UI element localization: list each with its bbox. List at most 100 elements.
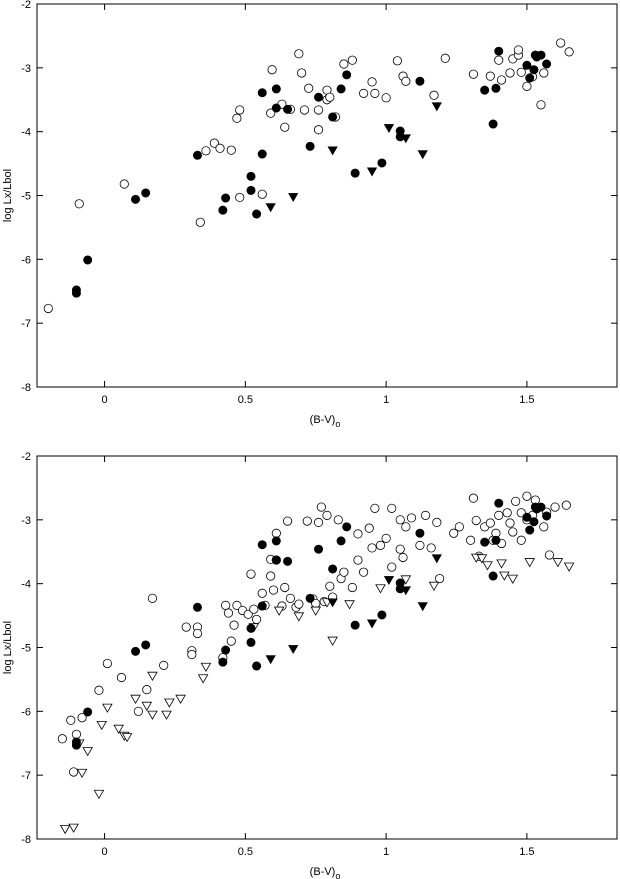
point xyxy=(71,285,81,295)
point xyxy=(192,150,202,160)
point xyxy=(440,53,450,63)
point xyxy=(121,733,133,743)
point xyxy=(516,535,526,545)
point xyxy=(201,146,211,156)
point xyxy=(536,50,546,60)
point xyxy=(74,199,84,209)
point xyxy=(266,571,276,581)
point xyxy=(476,554,488,564)
point xyxy=(529,65,539,75)
point xyxy=(426,543,436,553)
point xyxy=(119,179,129,189)
point xyxy=(43,303,53,314)
point xyxy=(200,662,212,673)
point xyxy=(246,185,256,195)
point xyxy=(218,657,228,667)
point xyxy=(252,661,262,671)
point xyxy=(347,55,357,65)
x-tick-label: 0 xyxy=(102,846,108,858)
point xyxy=(415,528,425,538)
point xyxy=(133,706,143,716)
y-tick-label: -7 xyxy=(21,318,31,330)
point xyxy=(370,503,380,513)
point xyxy=(432,517,442,527)
point xyxy=(387,503,397,513)
point xyxy=(536,502,546,512)
point xyxy=(59,824,71,835)
point xyxy=(367,543,377,553)
point xyxy=(494,46,504,56)
point xyxy=(542,59,552,69)
point xyxy=(327,146,338,156)
point xyxy=(505,518,515,528)
y-tick-label: -4 xyxy=(21,127,31,139)
y-tick-label: -5 xyxy=(21,643,31,655)
point xyxy=(147,593,158,603)
point xyxy=(494,55,504,65)
point xyxy=(395,544,405,554)
point xyxy=(544,550,555,560)
point xyxy=(141,640,151,650)
point xyxy=(271,555,281,565)
point xyxy=(116,672,127,683)
point xyxy=(271,84,281,94)
point xyxy=(542,511,552,521)
point xyxy=(485,518,495,528)
point xyxy=(400,586,411,596)
point xyxy=(94,685,104,695)
point xyxy=(383,576,395,586)
point xyxy=(257,588,267,598)
point xyxy=(131,194,141,204)
point xyxy=(299,105,310,115)
x-tick-label: 0.5 xyxy=(238,846,253,858)
point xyxy=(420,510,431,520)
point xyxy=(218,205,228,215)
point xyxy=(282,516,293,526)
point xyxy=(508,527,518,537)
point xyxy=(283,556,293,566)
point xyxy=(197,674,209,684)
point xyxy=(375,584,386,594)
point xyxy=(429,90,439,100)
point xyxy=(347,582,357,593)
x-axis-label: (B-V)o xyxy=(310,414,341,429)
point xyxy=(257,189,267,199)
point xyxy=(406,513,417,523)
point xyxy=(353,555,363,565)
y-tick-label: -6 xyxy=(21,254,31,266)
point xyxy=(336,536,346,546)
x-axis-label-main: (B-V) xyxy=(310,866,336,878)
point xyxy=(563,562,575,572)
point xyxy=(383,124,395,134)
point xyxy=(401,76,411,86)
point xyxy=(271,528,281,538)
point xyxy=(93,789,105,800)
point xyxy=(494,498,504,508)
point xyxy=(192,628,203,639)
point xyxy=(232,113,242,123)
y-axis-label: log Lx/Lbol xyxy=(2,169,14,222)
point xyxy=(471,515,481,526)
point xyxy=(294,49,304,59)
x-tick-label: 1 xyxy=(383,394,389,406)
point xyxy=(342,70,352,80)
point xyxy=(350,168,360,178)
point xyxy=(314,92,324,102)
point xyxy=(465,535,476,545)
point xyxy=(499,571,510,581)
y-tick-label: -6 xyxy=(21,706,31,718)
point xyxy=(381,533,391,543)
point xyxy=(226,636,236,646)
point xyxy=(267,65,277,75)
point xyxy=(516,67,526,77)
point xyxy=(82,747,93,757)
point xyxy=(342,522,352,532)
point xyxy=(529,517,539,527)
point xyxy=(316,502,326,512)
point xyxy=(310,606,322,616)
point xyxy=(344,600,355,610)
point xyxy=(304,83,314,93)
point xyxy=(431,102,442,112)
point xyxy=(449,528,459,538)
x-axis-label-subscript: o xyxy=(335,871,340,879)
